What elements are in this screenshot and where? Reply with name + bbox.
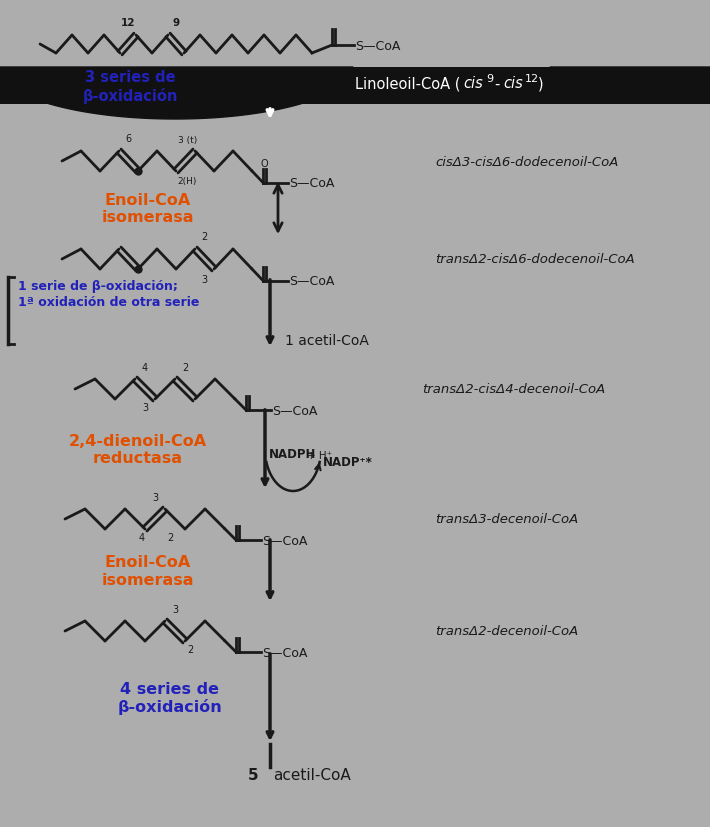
Text: NADP⁺*: NADP⁺* [322, 456, 373, 469]
Polygon shape [0, 68, 353, 120]
Text: 3: 3 [152, 492, 158, 502]
Text: cis: cis [503, 76, 523, 92]
Text: cisΔ3-cisΔ6-dodecenoil-CoA: cisΔ3-cisΔ6-dodecenoil-CoA [435, 155, 618, 169]
Bar [0, 68, 710, 105]
Text: O: O [261, 159, 268, 169]
Text: NADPH: NADPH [269, 447, 317, 461]
Text: 5: 5 [247, 767, 258, 782]
Text: transΔ3-decenoil-CoA: transΔ3-decenoil-CoA [435, 513, 578, 526]
Text: 12: 12 [525, 74, 539, 84]
Text: 9: 9 [486, 74, 493, 84]
Text: Enoil-CoA
isomerasa: Enoil-CoA isomerasa [102, 555, 195, 587]
Text: S—CoA: S—CoA [262, 534, 307, 547]
Text: 2: 2 [202, 232, 207, 241]
Text: S—CoA: S—CoA [262, 646, 307, 659]
Text: 3 (t): 3 (t) [178, 136, 197, 145]
Text: 2: 2 [167, 533, 173, 543]
Text: 2,4-dienoil-CoA
reductasa: 2,4-dienoil-CoA reductasa [69, 433, 207, 466]
Text: 12: 12 [121, 18, 135, 28]
Text: acetil-CoA: acetil-CoA [273, 767, 351, 782]
Text: 1ª oxidación de otra serie: 1ª oxidación de otra serie [18, 295, 200, 308]
Text: 3: 3 [202, 275, 207, 284]
Text: ): ) [538, 76, 544, 92]
Text: 4: 4 [142, 362, 148, 372]
Text: 6: 6 [126, 134, 131, 144]
Text: 4 series de
β-oxidación: 4 series de β-oxidación [118, 681, 222, 715]
Text: 3 series de
β-oxidación: 3 series de β-oxidación [82, 70, 178, 103]
Text: cis: cis [463, 76, 483, 92]
Text: S—CoA: S—CoA [289, 275, 334, 288]
Text: transΔ2-cisΔ6-dodecenoil-CoA: transΔ2-cisΔ6-dodecenoil-CoA [435, 253, 635, 266]
Text: -: - [494, 76, 499, 92]
Text: 2(H): 2(H) [178, 177, 197, 186]
Text: 4: 4 [139, 533, 145, 543]
Text: S—CoA: S—CoA [355, 40, 400, 52]
Text: transΔ2-cisΔ4-decenoil-CoA: transΔ2-cisΔ4-decenoil-CoA [422, 383, 605, 396]
Text: S—CoA: S—CoA [273, 404, 317, 418]
Text: + H⁺: + H⁺ [307, 451, 332, 461]
Text: 1 serie de β-oxidación;: 1 serie de β-oxidación; [18, 280, 178, 293]
Polygon shape [550, 68, 710, 98]
Text: Enoil-CoA
isomerasa: Enoil-CoA isomerasa [102, 193, 195, 225]
Text: Linoleoil-CoA (: Linoleoil-CoA ( [355, 76, 461, 92]
Text: 9: 9 [173, 18, 180, 28]
Text: S—CoA: S—CoA [289, 177, 334, 190]
Text: 3: 3 [172, 605, 178, 614]
Text: 2: 2 [182, 362, 188, 372]
Text: 2: 2 [187, 644, 193, 654]
Text: transΔ2-decenoil-CoA: transΔ2-decenoil-CoA [435, 624, 578, 638]
Text: 3: 3 [142, 403, 148, 413]
Text: 1 acetil-CoA: 1 acetil-CoA [285, 333, 369, 347]
